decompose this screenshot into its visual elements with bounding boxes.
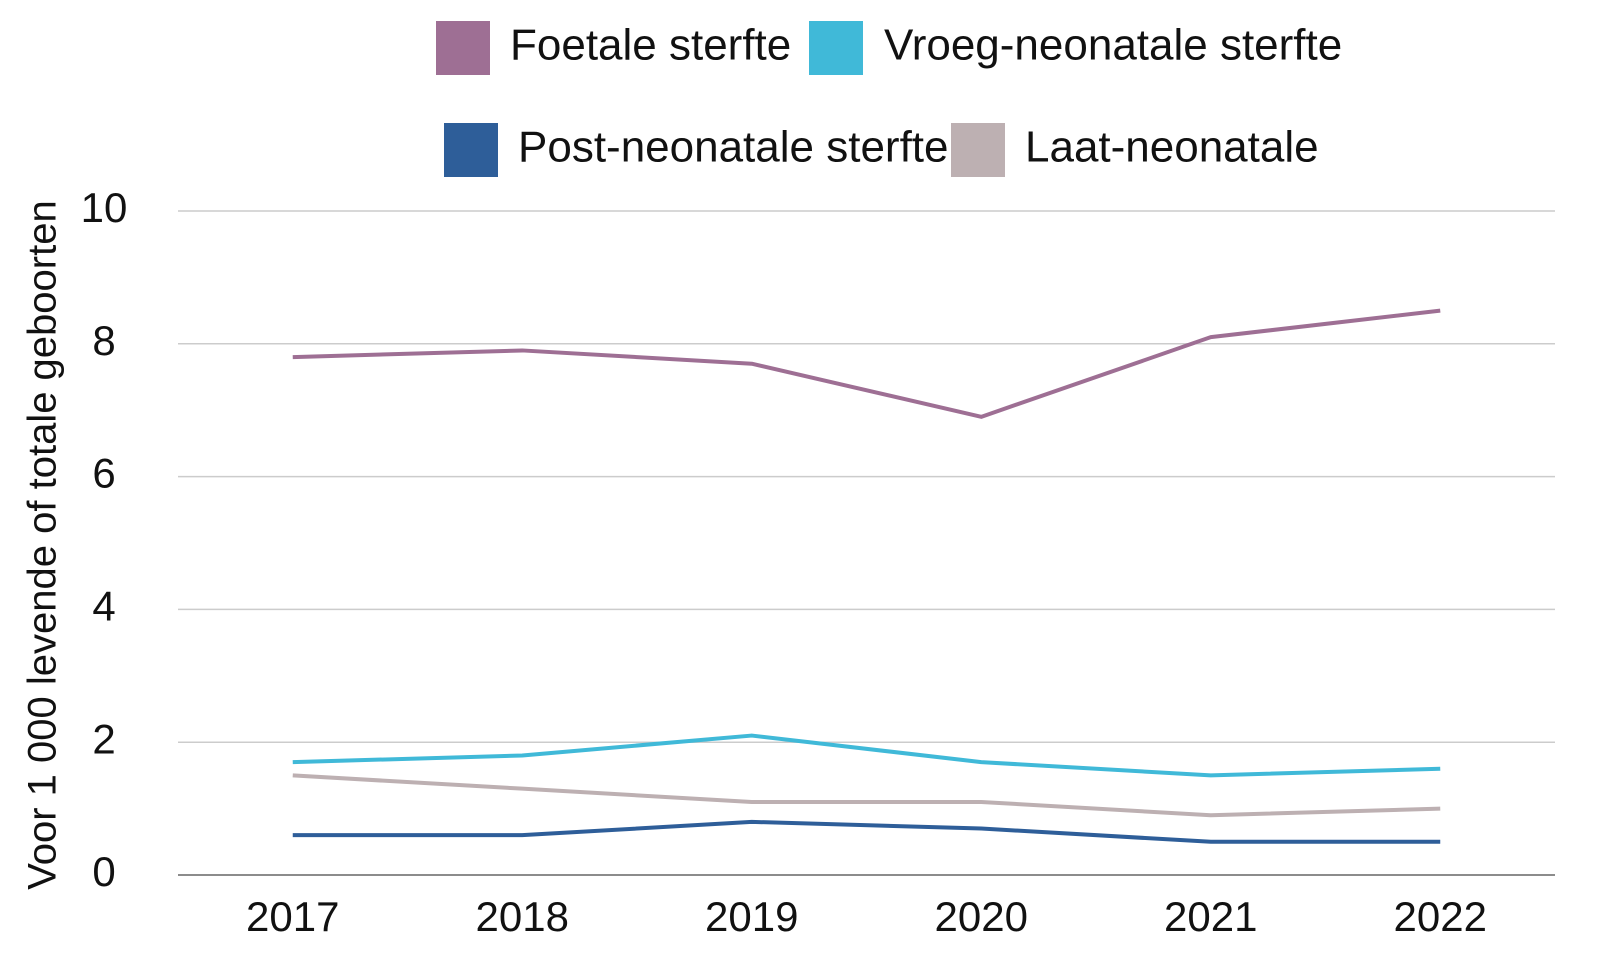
legend-label: Vroeg-neonatale sterfte (884, 21, 1342, 70)
y-axis-title: Voor 1 000 levende of totale geboorten (21, 200, 65, 889)
x-tick-label: 2021 (1164, 893, 1257, 940)
legend-swatch (809, 21, 863, 75)
legend-swatch (951, 123, 1005, 177)
x-tick-label: 2017 (246, 893, 339, 940)
legend-swatch (436, 21, 490, 75)
y-tick-label: 0 (92, 848, 115, 895)
legend-label: Laat-neonatale (1025, 123, 1319, 172)
line (292, 733, 1441, 778)
line (292, 308, 1441, 419)
x-tick-label: 2018 (476, 893, 569, 940)
line (292, 819, 1441, 844)
y-tick-label: 4 (92, 582, 115, 629)
x-tick-label: 2019 (705, 893, 798, 940)
legend-label: Foetale sterfte (510, 21, 791, 70)
y-tick-label: 8 (92, 317, 115, 364)
legend-label: Post-neonatale sterfte (518, 123, 948, 172)
y-tick-label: 10 (81, 184, 128, 231)
y-tick-label: 2 (92, 715, 115, 762)
legend-swatch (444, 123, 498, 177)
x-tick-label: 2020 (935, 893, 1028, 940)
line (292, 773, 1441, 818)
y-tick-label: 6 (92, 450, 115, 497)
x-tick-label: 2022 (1394, 893, 1487, 940)
